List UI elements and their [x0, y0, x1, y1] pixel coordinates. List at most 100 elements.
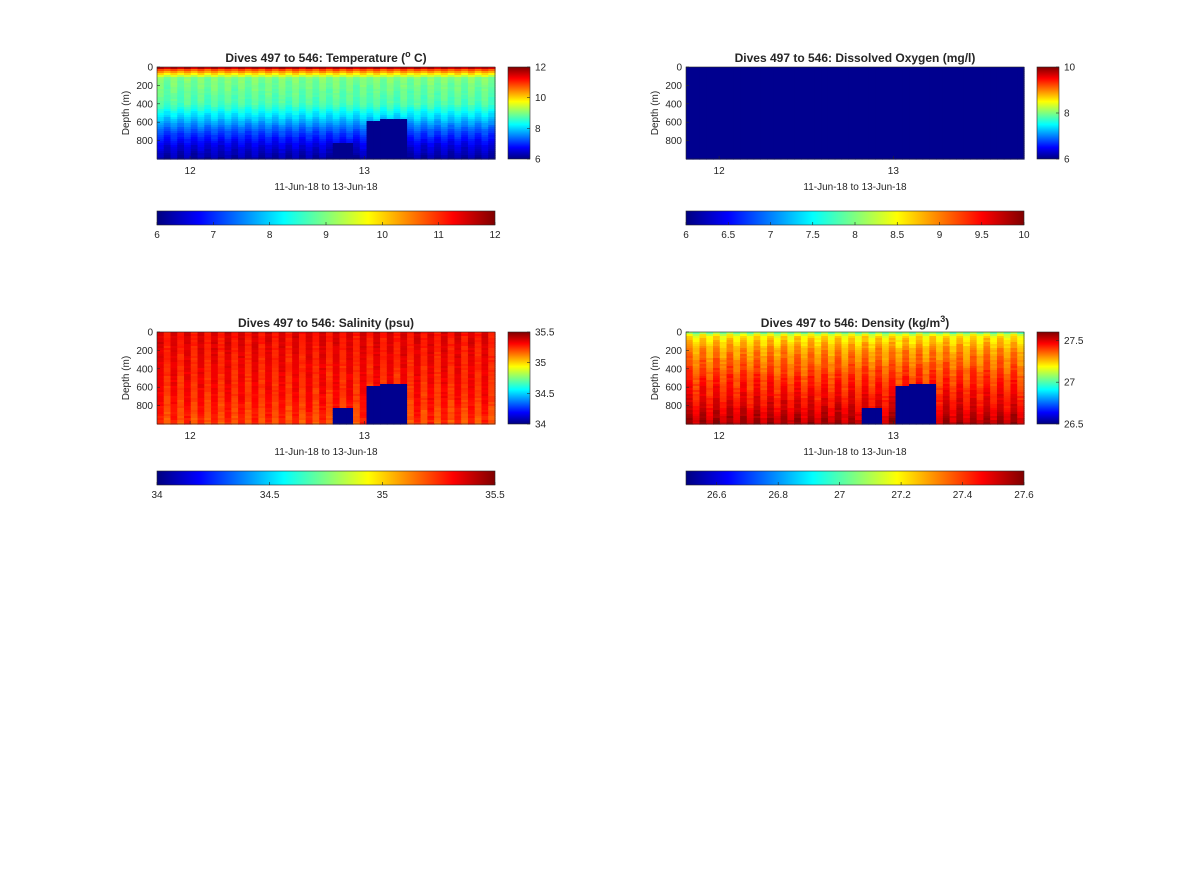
oxygen-cell	[780, 97, 788, 100]
oxygen-cell	[963, 139, 971, 142]
temperature-cell	[224, 101, 232, 104]
temperature-cell	[339, 115, 347, 118]
temperature-cell	[359, 133, 368, 136]
temperature-cell	[386, 143, 395, 146]
temperature-cell	[420, 125, 428, 128]
temperature-cell	[413, 141, 422, 144]
temperature-cell	[285, 155, 293, 158]
oxygen-cell	[956, 151, 964, 154]
temperature-cell	[447, 157, 456, 160]
oxygen-cell	[861, 107, 870, 110]
oxygen-cell	[956, 105, 964, 108]
oxygen-cell	[983, 95, 991, 98]
oxygen-cell	[996, 67, 1005, 70]
oxygen-cell	[740, 95, 748, 98]
oxygen-cell	[936, 71, 944, 74]
salinity-cell	[157, 332, 165, 335]
oxygen-colorbar	[1036, 66, 1060, 160]
temperature-cell	[163, 79, 172, 82]
oxygen-cell	[915, 103, 924, 106]
temperature-cell	[190, 101, 199, 104]
temperature-cell	[285, 149, 293, 152]
oxygen-cell	[1017, 141, 1025, 144]
temperature-cell	[312, 145, 320, 148]
oxygen-cell	[753, 123, 761, 126]
temperature-cell	[292, 127, 300, 130]
temperature-cell	[177, 101, 185, 104]
temperature-cell	[339, 151, 347, 154]
temperature-cell	[454, 147, 462, 150]
temperature-cell	[258, 97, 266, 100]
temperature-cell	[474, 141, 483, 144]
oxygen-cell	[827, 123, 836, 126]
oxygen-cell	[746, 85, 755, 88]
oxygen-cell	[855, 137, 863, 140]
temperature-cell	[319, 123, 327, 126]
temperature-cell	[258, 71, 266, 74]
temperature-cell	[265, 95, 273, 98]
temperature-cell	[386, 95, 395, 98]
temperature-cell	[461, 105, 469, 108]
temperature-cell	[278, 127, 287, 130]
salinity-cell	[163, 400, 172, 403]
oxygen-cell	[1010, 141, 1018, 144]
temperature-cell	[380, 115, 388, 118]
oxygen-cell	[800, 139, 809, 142]
oxygen-cell	[861, 99, 870, 102]
oxygen-cell	[895, 145, 903, 148]
temperature-cell	[184, 79, 192, 82]
temperature-cell	[184, 137, 192, 140]
oxygen-cell	[767, 147, 775, 150]
oxygen-cell	[780, 125, 788, 128]
temperature-cell	[467, 121, 476, 124]
temperature-cell	[244, 151, 253, 154]
oxygen-cell	[861, 143, 870, 146]
oxygen-cell	[686, 73, 694, 76]
oxygen-cell	[794, 103, 802, 106]
oxygen-cell	[1010, 135, 1018, 138]
temperature-cell	[332, 155, 341, 158]
temperature-cell	[339, 91, 347, 94]
temperature-cell	[447, 117, 456, 120]
temperature-cell	[353, 115, 361, 118]
oxygen-cell	[949, 131, 957, 134]
oxygen-cell	[726, 151, 734, 154]
oxygen-cell	[922, 105, 930, 108]
temperature-cell	[474, 91, 483, 94]
oxygen-cell	[834, 107, 843, 110]
temperature-cell	[373, 87, 381, 90]
oxygen-cell	[915, 75, 924, 78]
oxygen-cell	[719, 121, 728, 124]
temperature-cell	[231, 151, 239, 154]
oxygen-cell	[794, 127, 802, 130]
oxygen-cell	[753, 155, 761, 158]
temperature-cell	[271, 105, 280, 108]
oxygen-cell	[956, 69, 964, 72]
oxygen-cell	[983, 81, 991, 84]
temperature-cell	[285, 69, 293, 72]
oxygen-cell	[841, 157, 849, 160]
oxygen-cell	[868, 111, 876, 114]
oxygen-cell	[976, 91, 985, 94]
oxygen-cell	[1003, 113, 1012, 116]
oxygen-cell	[794, 143, 802, 146]
oxygen-cell	[692, 93, 701, 96]
oxygen-cell	[868, 67, 876, 70]
oxygen-cell	[706, 153, 714, 156]
temperature-cell	[258, 75, 266, 78]
temperature-cell	[271, 115, 280, 118]
temperature-cell	[319, 101, 327, 104]
oxygen-cell	[1017, 103, 1025, 106]
salinity-cell	[170, 402, 178, 405]
temperature-cell	[326, 95, 334, 98]
temperature-cell	[420, 115, 428, 118]
temperature-cell	[292, 113, 300, 116]
temperature-cell	[170, 93, 178, 96]
temperature-cell	[427, 119, 435, 122]
oxygen-cell	[706, 87, 714, 90]
oxygen-cell	[996, 155, 1005, 158]
temperature-cell	[265, 117, 273, 120]
temperature-cell	[427, 117, 435, 120]
oxygen-cell	[942, 123, 951, 126]
temperature-cell	[319, 103, 327, 106]
